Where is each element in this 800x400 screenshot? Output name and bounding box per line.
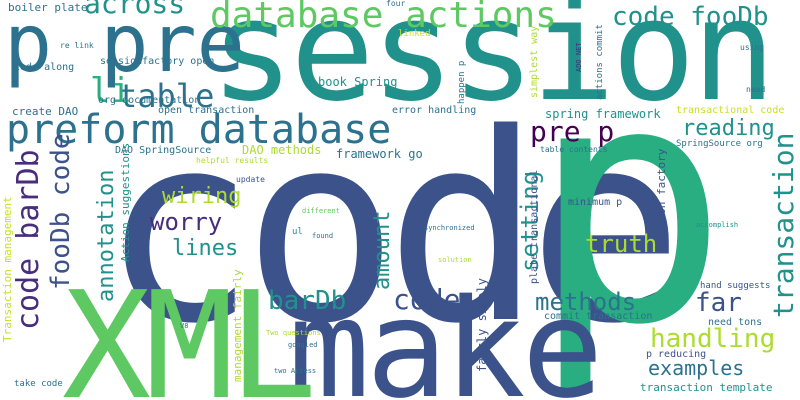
word-xml: XML <box>62 260 317 400</box>
word-action-suggestions: Action suggestions <box>119 142 132 262</box>
word-truth: truth <box>585 230 658 258</box>
word-code-foodb: code fooDb <box>612 2 769 32</box>
word-sessionfactory-open: sessionfactory open <box>100 56 215 67</box>
word-org-documentation: org documentation <box>98 95 201 106</box>
word-two-questions: Two questions <box>266 329 321 337</box>
word-take-code: take code <box>14 379 63 389</box>
word-four: four <box>386 0 406 8</box>
word-preform-database: preform database <box>6 107 392 153</box>
word-found: found <box>312 232 334 240</box>
word-code: code <box>100 79 684 381</box>
word-lines: lines <box>172 236 239 261</box>
word-transaction-template: transaction template <box>640 381 773 394</box>
word-book-spring: book Spring <box>318 75 398 89</box>
word-amount: amount <box>370 210 395 290</box>
word-p-pre: p pre <box>4 0 245 90</box>
word-update: update <box>236 175 265 184</box>
word-helpful-results: helpful results <box>196 156 269 165</box>
word-boiler-plate: boiler plate <box>8 1 88 14</box>
word-springsource-org: SpringSource org <box>676 139 763 149</box>
word-table-contents: table contents <box>540 145 608 154</box>
word-examples: examples <box>648 356 745 380</box>
word-handling: handling <box>650 324 776 354</box>
word-linked: linked <box>398 29 431 39</box>
word-different: different <box>302 207 340 215</box>
word-annotation: annotation <box>94 169 119 302</box>
word-table: table <box>118 77 215 115</box>
word-accomplish: accomplish <box>696 221 739 229</box>
word-actions-commit: actions commit <box>595 24 605 100</box>
word-management-fairly: management fairly <box>231 269 244 382</box>
word-make: make <box>288 271 604 400</box>
word-pre-p: pre p <box>530 115 615 148</box>
word-spring-framework: spring framework <box>545 107 661 121</box>
word-hand-suggests: hand suggests <box>700 281 771 291</box>
word-foodb-code: fooDb code <box>46 133 76 290</box>
word-dao-methods: DAO methods <box>242 143 322 157</box>
word-p-reducing: p reducing <box>646 349 707 360</box>
word-code-mid: code <box>393 283 461 316</box>
word-bardb: barDb <box>268 286 347 316</box>
word-transaction-management: Transaction management <box>1 196 14 342</box>
word-using: using <box>740 43 765 52</box>
word-solution: solution <box>438 256 472 264</box>
word-li: li <box>90 71 131 111</box>
word-open-transaction: open transaction <box>158 105 255 116</box>
word-transaction: transaction <box>767 132 800 318</box>
word-session: session <box>210 0 776 133</box>
word-happen-p: happen p <box>457 60 467 104</box>
word-transactional-code: transactional code <box>676 105 785 116</box>
word-across: across <box>84 0 186 20</box>
word-methods: methods <box>535 288 637 316</box>
word-worry: worry <box>150 208 223 236</box>
word-simplest-way: simplest way <box>529 25 540 98</box>
word-need: need <box>746 85 766 94</box>
word-commit-transaction: commit transaction <box>544 311 653 322</box>
word-p: p <box>530 13 729 397</box>
word-v8: V8 <box>180 322 189 330</box>
word-fairly-simply: fairly simply <box>475 278 489 372</box>
word-two-access: two Access <box>274 367 317 375</box>
word-ul: ul <box>292 227 303 237</box>
word-dao-springsource: DAO SpringSource <box>115 145 212 156</box>
word-reading: reading <box>682 116 775 141</box>
word-session-factory: session factory <box>655 148 668 248</box>
word-code-along: code along <box>14 62 75 73</box>
word-synchronized: synchronized <box>424 224 475 232</box>
word-database-actions: database actions <box>210 0 557 36</box>
word-need-tons: need tons <box>708 317 763 328</box>
word-framework-go: framework go <box>336 147 423 161</box>
word-far: far <box>695 288 742 318</box>
word-googled: googled <box>288 341 318 349</box>
word-minimum-p: minimum p <box>568 197 623 208</box>
word-wiring: wiring <box>162 184 242 209</box>
word-plate-transactional: plate transactional <box>529 169 540 284</box>
word-ado-net: ADO NET <box>575 42 583 72</box>
word-error-handling: error handling <box>392 105 477 116</box>
word-create-dao: create DAO <box>12 105 79 118</box>
word-re-link: re link <box>60 41 94 50</box>
word-code-bardb: code barDb <box>11 149 46 330</box>
